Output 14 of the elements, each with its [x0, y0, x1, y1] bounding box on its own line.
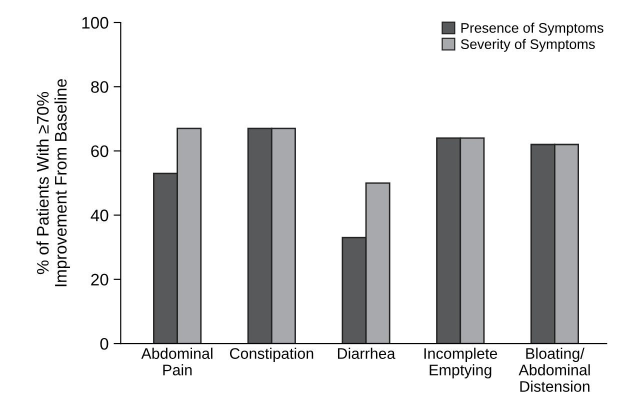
y-axis-title: % of Patients With ≥70% Improvement From Baseline: [36, 79, 70, 286]
y-tick-label: 100: [82, 16, 108, 29]
x-tick-label: Incomplete Emptying: [424, 348, 498, 378]
legend-label: Presence of Symptoms: [461, 22, 604, 36]
x-tick-label: Constipation: [230, 348, 314, 362]
y-tick-label: 0: [100, 338, 108, 350]
y-tick-label: 60: [91, 145, 108, 158]
y-tick-label: 20: [91, 274, 108, 286]
x-tick-label: Diarrhea: [338, 348, 396, 359]
x-tick-label: Abdominal Pain: [141, 348, 212, 376]
legend-label: Severity of Symptoms: [460, 38, 595, 52]
y-tick-label: 80: [91, 81, 108, 93]
x-tick-label: Bloating/ Abdominal Distension: [518, 348, 590, 392]
y-tick-label: 40: [90, 210, 108, 222]
